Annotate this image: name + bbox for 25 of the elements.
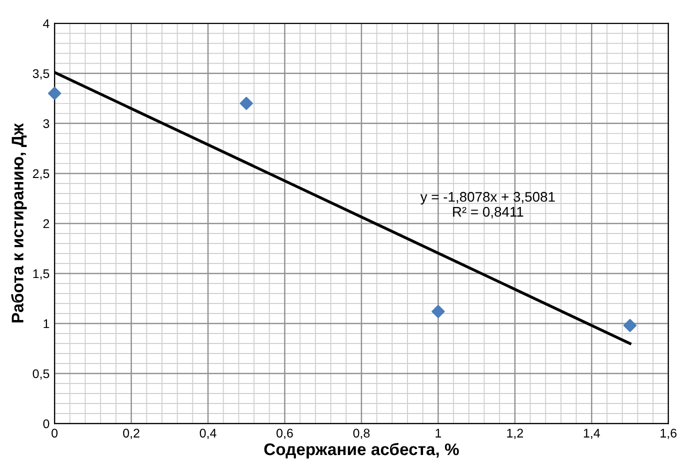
x-tick-label: 1 (436, 428, 442, 438)
x-tick-label: 0 (52, 428, 58, 438)
y-tick-label: 2,5 (32, 169, 50, 180)
y-tick-label: 1 (44, 319, 50, 328)
y-axis-title: Работа к истиранию, Дж (11, 123, 27, 322)
x-tick-label: 0,4 (200, 428, 216, 440)
point (432, 304, 445, 318)
y-tick-label: 1,5 (33, 269, 50, 280)
y-tick-label: 3 (43, 119, 50, 128)
x-axis-title: Содержание асбеста, % (264, 442, 459, 459)
y-tick-label: 0,5 (32, 369, 50, 380)
point (623, 318, 637, 332)
x-tick-label: 0,8 (353, 428, 370, 440)
x-tick-label: 0,2 (123, 428, 140, 440)
y-tick-label: 4 (43, 19, 50, 28)
y-tick-label: 2 (43, 219, 50, 228)
x-tick-label: 0,6 (276, 428, 293, 440)
annotation: y = -1,8078x + 3,5081 R² = 0,8411 (420, 192, 555, 218)
point (240, 96, 253, 110)
y-tick-label: 3,5 (32, 69, 50, 80)
x-tick-label: 1,2 (507, 428, 523, 440)
x-tick-label: 1,4 (584, 428, 600, 440)
point (48, 86, 62, 100)
x-tick-label: 1,6 (660, 428, 676, 440)
y-tick-label: 0 (43, 419, 50, 428)
